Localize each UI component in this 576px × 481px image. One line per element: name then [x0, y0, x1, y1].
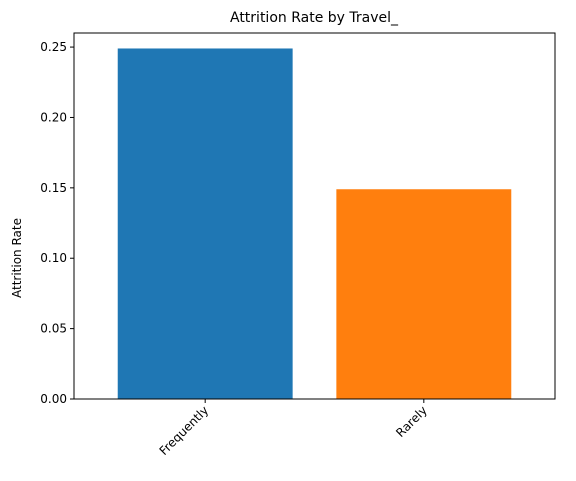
bar-rarely: [336, 189, 512, 399]
y-tick-label: 0.00: [40, 392, 67, 406]
y-tick-label: 0.10: [40, 251, 67, 265]
y-tick-label: 0.05: [40, 322, 67, 336]
y-axis-label: Attrition Rate: [10, 218, 24, 298]
plot-area: 0.00 0.05 0.10 0.15 0.20 0.25 Frequently Rarely: [40, 32, 556, 458]
y-tick-label: 0.25: [40, 40, 67, 54]
chart-title: Attrition Rate by Travel_: [230, 10, 399, 26]
x-tick-label: Rarely: [393, 403, 430, 440]
plot-frame: [73, 32, 556, 400]
y-tick-label: 0.15: [40, 181, 67, 195]
bar-frequently: [117, 48, 293, 399]
x-tick-label: Frequently: [157, 403, 212, 458]
y-tick-label: 0.20: [40, 110, 67, 124]
